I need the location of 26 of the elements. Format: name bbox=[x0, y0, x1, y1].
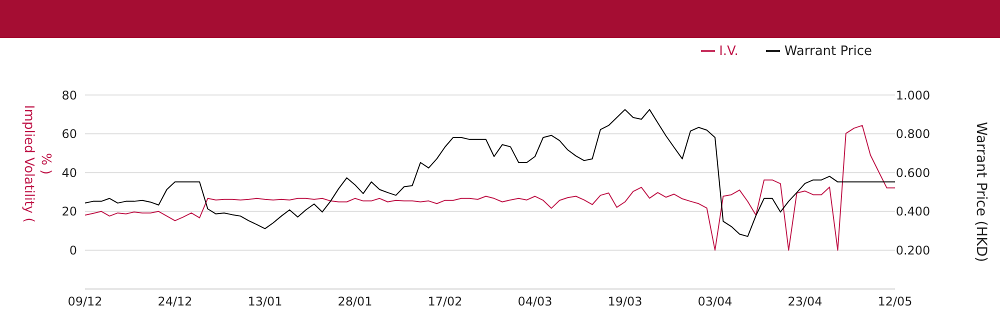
y2-tick-label: 0.200 bbox=[896, 243, 930, 258]
y2-tick-label: 0.800 bbox=[896, 127, 930, 142]
line-series bbox=[85, 124, 895, 251]
x-tick-label: 12/05 bbox=[878, 294, 912, 309]
y-tick-label: 20 bbox=[62, 204, 77, 219]
x-tick-label: 17/02 bbox=[428, 294, 462, 309]
y-tick-label: 40 bbox=[62, 166, 77, 180]
y-tick-label: 0 bbox=[69, 243, 77, 258]
y-axis-title: Implied Volatility ( % ) bbox=[20, 104, 54, 225]
x-tick-label: 19/03 bbox=[608, 294, 642, 309]
x-tick-label: 04/03 bbox=[518, 294, 552, 309]
y2-tick-label: 1.000 bbox=[896, 88, 930, 102]
legend-label: Warrant Price bbox=[784, 44, 872, 59]
y-tick-label: 60 bbox=[62, 127, 77, 142]
line-series bbox=[85, 109, 895, 237]
y2-axis-title: Warrant Price (HKD) bbox=[973, 122, 990, 262]
y-tick-label: 80 bbox=[62, 88, 77, 102]
y2-tick-label: 0.400 bbox=[896, 204, 930, 219]
y2-tick-label: 0.600 bbox=[896, 166, 930, 180]
x-tick-label: 23/04 bbox=[788, 294, 822, 309]
x-tick-label: 03/04 bbox=[698, 294, 732, 309]
x-tick-label: 13/01 bbox=[248, 294, 282, 309]
x-tick-label: 09/12 bbox=[68, 294, 102, 309]
x-tick-label: 24/12 bbox=[158, 294, 192, 309]
legend-label: I.V. bbox=[719, 44, 738, 59]
x-tick-label: 28/01 bbox=[338, 294, 372, 309]
